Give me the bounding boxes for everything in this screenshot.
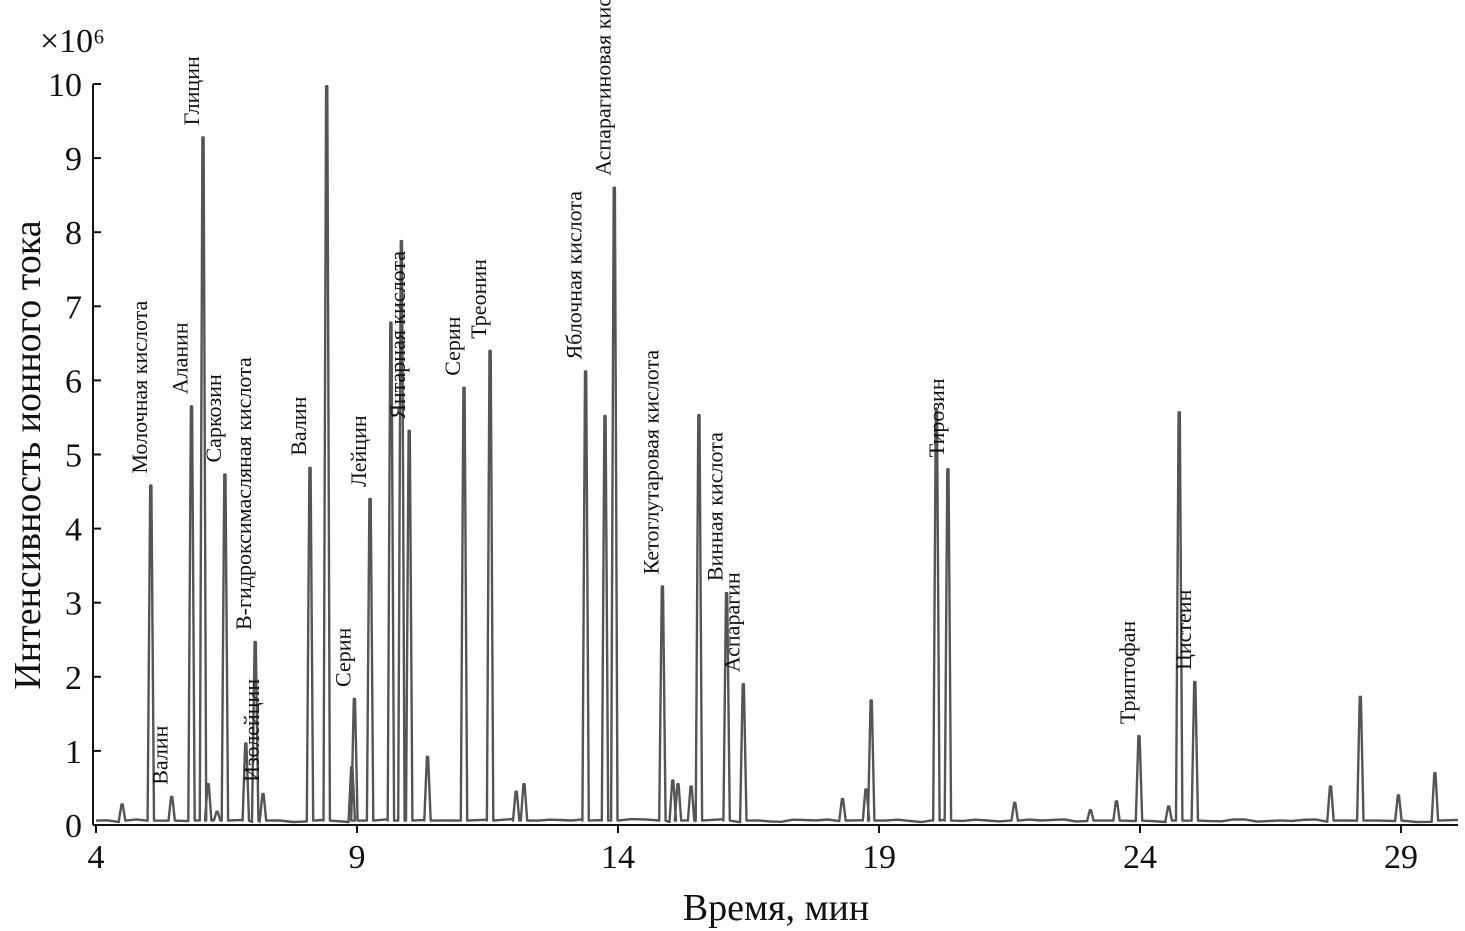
peak-label: Яблочная кислота xyxy=(562,191,587,360)
peak-label: Саркозин xyxy=(201,374,226,462)
peak-label: Тирозин xyxy=(924,378,949,457)
peak-label: Кетоглутаровая кислота xyxy=(638,350,663,575)
x-axis-title: Время, мин xyxy=(683,887,869,929)
peak-label: Серин xyxy=(440,316,465,375)
x-tick-label: 29 xyxy=(1384,839,1418,876)
peak-label: Изолейцин xyxy=(239,679,264,782)
y-tick-label: 3 xyxy=(65,586,82,623)
chromatogram-trace xyxy=(95,85,1459,824)
peak-label: Цистеин xyxy=(1171,589,1196,670)
y-tick-label: 1 xyxy=(65,734,82,771)
y-tick-label: 10 xyxy=(48,67,82,104)
peak-label: Винная кислота xyxy=(703,432,728,581)
y-tick-label: 8 xyxy=(65,215,82,252)
x-tick-label: 9 xyxy=(349,839,366,876)
peak-label: Янтарная кислота xyxy=(385,251,410,419)
y-tick-label: 0 xyxy=(65,808,82,845)
peak-label: Молочная кислота xyxy=(127,300,152,473)
peak-label: Лейцин xyxy=(346,415,371,487)
peak-label: Валин xyxy=(286,396,311,455)
x-tick-label: 24 xyxy=(1123,839,1157,876)
peak-label: Аспарагиновая кислота xyxy=(590,0,615,176)
x-tick-label: 14 xyxy=(601,839,635,876)
peak-label: Серин xyxy=(330,628,355,687)
y-tick-label: 7 xyxy=(65,289,82,326)
peak-label: В-гидроксимасляная кислота xyxy=(231,357,256,630)
y-tick-label: 5 xyxy=(65,438,82,475)
y-tick-label: 4 xyxy=(65,512,82,549)
x-tick-label: 4 xyxy=(88,839,105,876)
x-tick-label: 19 xyxy=(862,839,896,876)
y-tick-label: 6 xyxy=(65,363,82,400)
y-axis-title: Интенсивность ионного тока xyxy=(7,220,49,689)
peak-label: Аланин xyxy=(168,322,193,394)
y-tick-label: 9 xyxy=(65,141,82,178)
x-ticks: 4 9 14 19 24 29 xyxy=(88,825,1418,876)
peak-label: Глицин xyxy=(179,56,204,125)
peak-labels: Молочная кислота Валин Аланин Глицин Саркози… xyxy=(127,0,1196,785)
peak-label: Триптофан xyxy=(1115,621,1140,724)
peak-label: Аспарагин xyxy=(719,572,744,672)
y-multiplier: ×10⁶ xyxy=(40,23,105,60)
y-ticks: 0 1 2 3 4 5 6 7 8 9 10 xyxy=(48,67,101,845)
y-tick-label: 2 xyxy=(65,660,82,697)
peak-label: Треонин xyxy=(466,259,491,339)
peak-label: Валин xyxy=(148,725,173,784)
